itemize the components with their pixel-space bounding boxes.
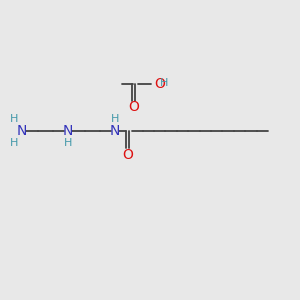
Text: H: H	[110, 113, 119, 124]
Text: H: H	[10, 137, 18, 148]
Text: H: H	[10, 113, 18, 124]
Text: N: N	[63, 124, 73, 137]
Text: N: N	[16, 124, 27, 137]
Text: O: O	[154, 77, 165, 91]
Text: H: H	[160, 78, 168, 88]
Text: O: O	[128, 100, 139, 114]
Text: H: H	[64, 137, 72, 148]
Text: O: O	[122, 148, 133, 161]
Text: N: N	[110, 124, 120, 137]
